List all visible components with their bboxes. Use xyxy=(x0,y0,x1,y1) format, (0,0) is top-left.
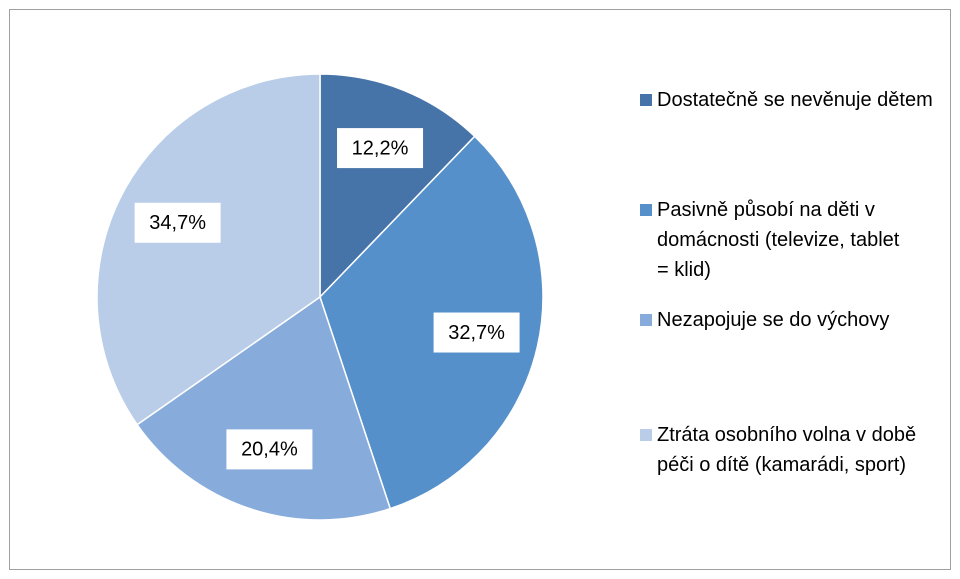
pie-slice xyxy=(319,135,544,510)
legend-swatch xyxy=(640,314,652,326)
pie-slice xyxy=(136,295,392,521)
data-label-box xyxy=(134,202,221,243)
data-label: 12,2% xyxy=(352,137,409,159)
data-label: 20,4% xyxy=(241,439,298,461)
legend-swatch xyxy=(640,94,652,106)
legend-swatch xyxy=(640,204,652,216)
data-label-box xyxy=(337,128,424,169)
legend-item: Pasivně působí na děti v domácnosti (tel… xyxy=(640,195,907,285)
pie-slice xyxy=(96,73,321,426)
legend-label: Ztráta osobního volna v době péči o dítě… xyxy=(657,424,917,476)
legend-item: Nezapojuje se do výchovy xyxy=(640,305,957,335)
legend-swatch xyxy=(640,429,652,441)
data-label: 34,7% xyxy=(149,212,206,234)
data-label-box xyxy=(226,429,313,470)
legend-item: Dostatečně se nevěnuje dětem xyxy=(640,85,957,115)
legend-item: Ztráta osobního volna v době péči o dítě… xyxy=(640,420,927,480)
legend-label: Dostatečně se nevěnuje dětem xyxy=(657,89,933,111)
data-label-box xyxy=(433,312,520,353)
legend-label: Pasivně působí na děti v domácnosti (tel… xyxy=(657,199,900,281)
legend-label: Nezapojuje se do výchovy xyxy=(657,309,890,331)
data-label: 32,7% xyxy=(448,322,505,344)
